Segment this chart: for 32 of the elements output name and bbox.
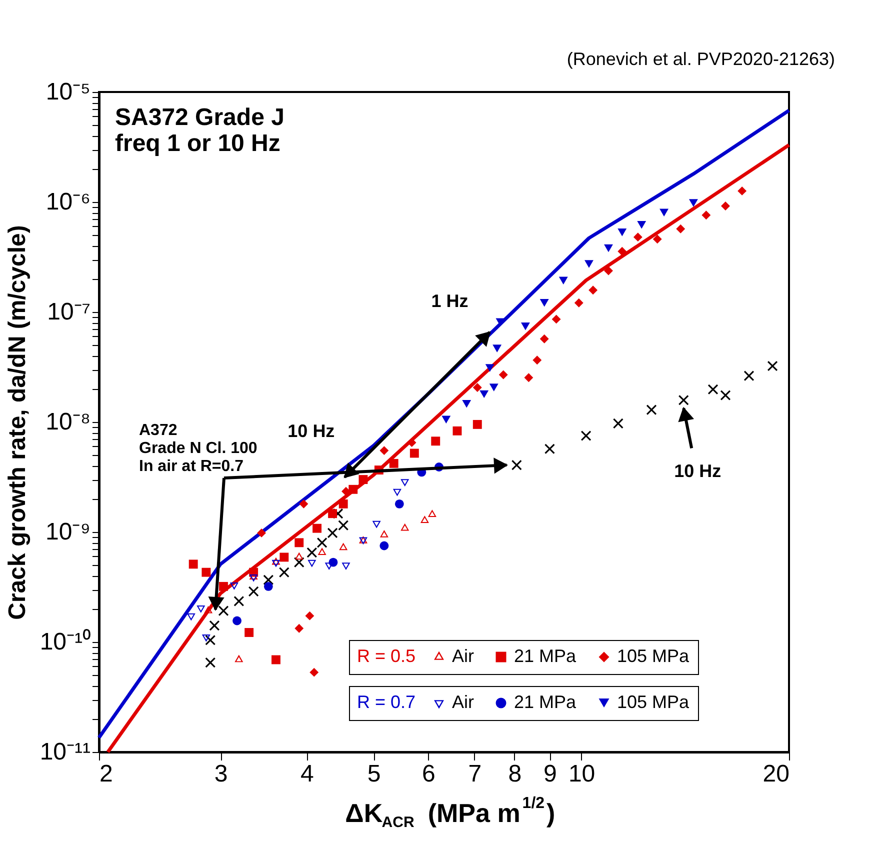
legend-label: 21 MPa (514, 692, 578, 712)
y-tick-label: 10⁻⁹ (46, 518, 90, 546)
annotation: 10 Hz (288, 421, 335, 442)
y-tick-label: 10⁻¹⁰ (40, 628, 90, 656)
text: SA372 Grade J freq 1 or 10 Hz (115, 104, 284, 157)
annotation: 10 Hz (674, 461, 722, 482)
y-tick-label: 10⁻⁷ (47, 298, 90, 326)
x-tick-label: 3 (214, 760, 228, 788)
annotation: A372 Grade N Cl. 100 In air at R=0.7 (139, 422, 258, 475)
x-tick-label: 6 (422, 760, 436, 788)
annotation: R = 0.7 (357, 692, 416, 712)
x-tick-label: 20 (762, 760, 790, 788)
x-tick-label: 5 (367, 760, 381, 788)
y-tick-label: 10⁻⁸ (46, 408, 90, 436)
x-tick-label: 9 (544, 760, 557, 788)
y-axis-title: Crack growth rate, da/dN (m/cycle) (4, 225, 31, 620)
text: (Ronevich et al. PVP2020-21263) (566, 49, 835, 69)
legend-label: 105 MPa (617, 646, 690, 666)
x-tick-label: 2 (100, 760, 113, 788)
y-tick-label: 10⁻⁵ (46, 78, 90, 106)
legend-label: Air (452, 692, 474, 712)
legend-label: Air (452, 646, 474, 666)
x-tick-label: 10 (568, 760, 596, 788)
legend-label: 105 MPa (617, 692, 690, 712)
annotation: 1 Hz (431, 291, 468, 312)
annotation: R = 0.5 (357, 646, 416, 666)
y-tick-label: 10⁻¹¹ (40, 738, 90, 766)
y-tick-label: 10⁻⁶ (46, 188, 90, 216)
x-tick-label: 4 (300, 760, 314, 788)
x-tick-label: 8 (508, 760, 522, 788)
legend-label: 21 MPa (514, 646, 578, 666)
x-tick-label: 7 (468, 760, 482, 788)
